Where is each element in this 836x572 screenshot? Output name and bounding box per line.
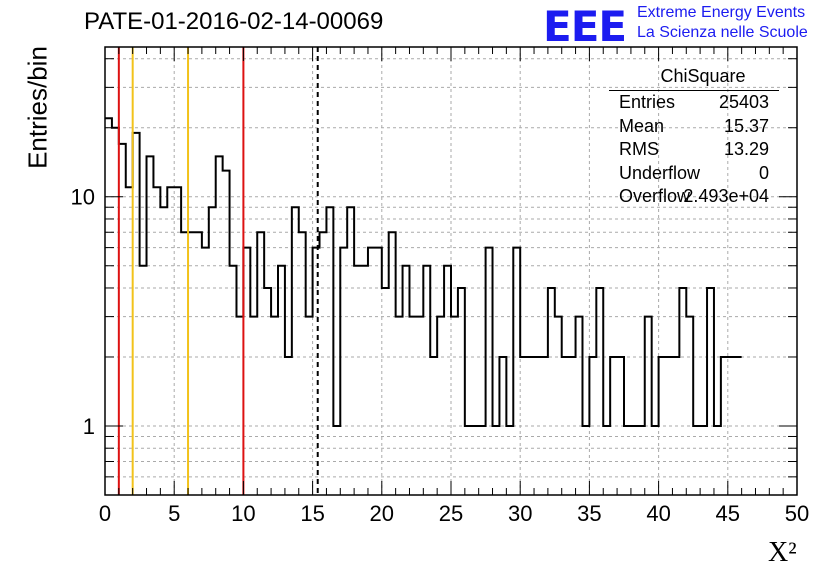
x-tick-label: 50	[785, 501, 809, 526]
stats-row-underflow: Underflow 0	[609, 163, 779, 187]
x-tick-label: 25	[439, 501, 463, 526]
stats-divider	[609, 90, 779, 91]
x-tick-label: 30	[508, 501, 532, 526]
y-tick-label: 10	[71, 185, 95, 210]
stats-label: Overflow	[619, 186, 691, 207]
logo-mark: EEE	[543, 2, 627, 51]
stats-value: 13.29	[723, 139, 769, 160]
y-tick-label: 1	[83, 414, 95, 439]
stats-value: 2.493e+04	[683, 186, 769, 207]
stats-box: ChiSquare Entries 25403 Mean 15.37 RMS 1…	[609, 66, 779, 210]
x-axis-label: X²	[768, 537, 797, 568]
stats-row-mean: Mean 15.37	[609, 116, 779, 140]
y-axis-label: Entries/bin	[22, 46, 53, 169]
chart-title: PATE-01-2016-02-14-00069	[84, 8, 384, 35]
stats-row-entries: Entries 25403	[609, 92, 779, 116]
x-tick-label: 10	[231, 501, 255, 526]
x-tick-label: 15	[300, 501, 324, 526]
stats-value: 0	[758, 162, 769, 183]
x-tick-label: 5	[168, 501, 180, 526]
x-tick-label: 35	[577, 501, 601, 526]
x-tick-label: 45	[716, 501, 740, 526]
logo-line-1: Extreme Energy Events	[637, 4, 806, 21]
stats-label: Entries	[619, 92, 676, 112]
stats-label: Mean	[619, 115, 665, 136]
x-tick-label: 0	[99, 501, 111, 526]
stats-label: Underflow	[619, 162, 701, 183]
logo-line-2: La Scienza nelle Scuole	[637, 24, 808, 41]
stats-value: 25403	[718, 92, 769, 112]
stats-row-overflow: Overflow 2.493e+04	[609, 186, 779, 210]
histogram-series	[105, 117, 742, 427]
stats-row-rms: RMS 13.29	[609, 139, 779, 163]
x-tick-label: 40	[646, 501, 670, 526]
stats-title: ChiSquare	[660, 66, 746, 86]
stats-value: 15.37	[723, 115, 769, 136]
stats-label: RMS	[619, 139, 659, 160]
x-tick-label: 20	[370, 501, 394, 526]
